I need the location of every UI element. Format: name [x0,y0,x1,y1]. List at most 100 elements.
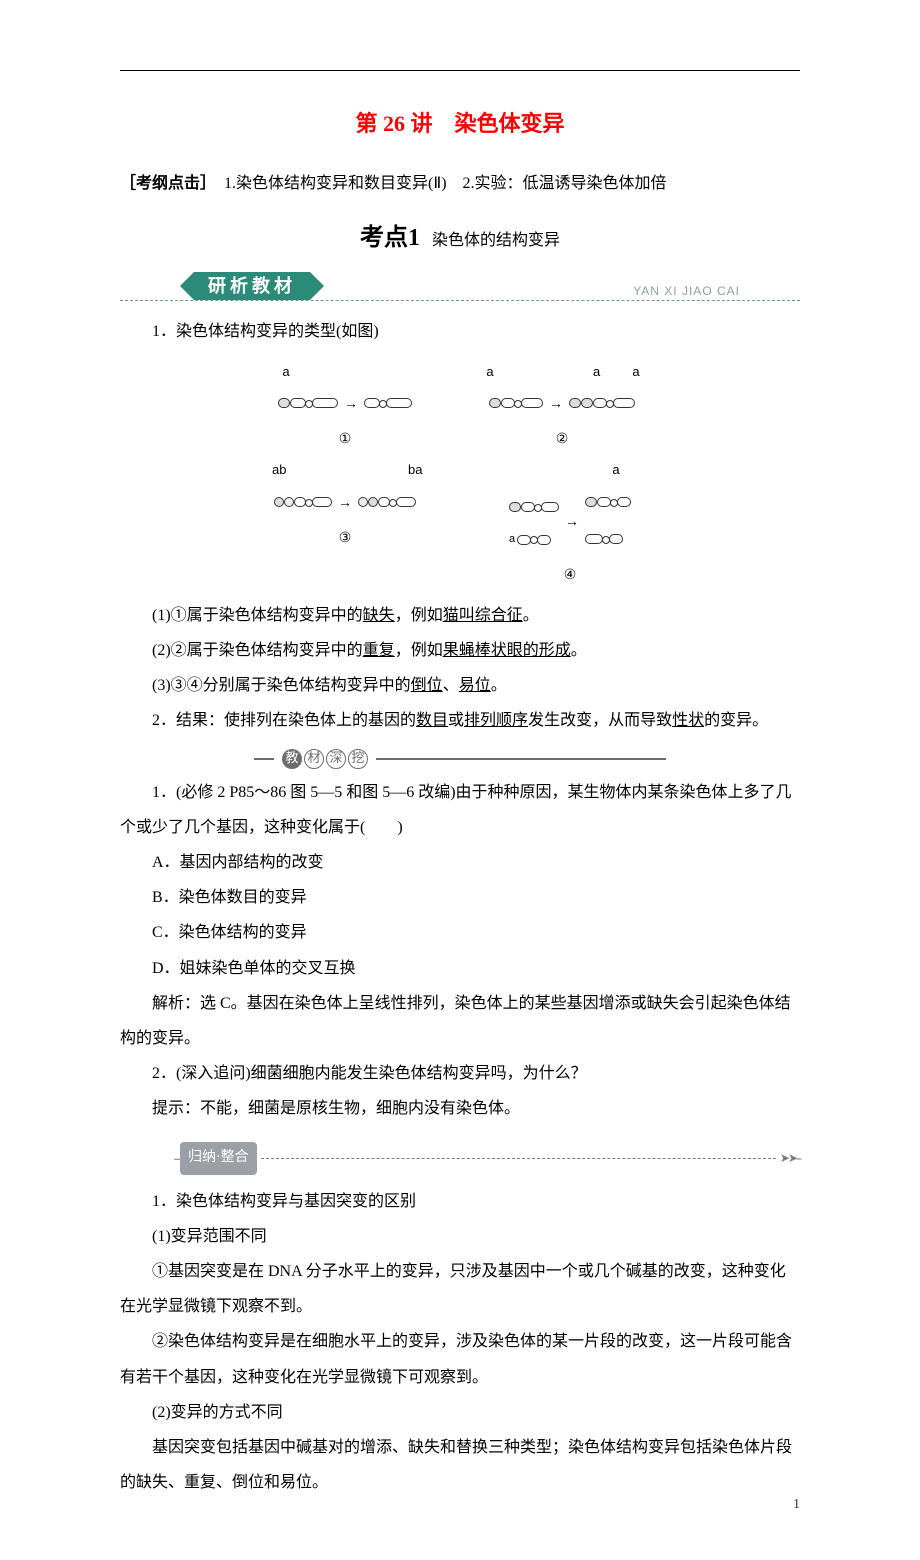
r-a: 2．结果：使排列在染色体上的基因的 [152,712,416,729]
ribbon-left: 研析教材 [180,272,324,300]
diag2-label-a1: a [484,358,496,387]
diag3-labels: ab ba [270,456,420,485]
t3-c: 。 [491,677,507,694]
diag1-line: → [278,386,412,421]
diag4-labels: a [490,456,650,485]
r-u3: 性状 [672,712,704,729]
t2-c: 。 [571,642,587,659]
arrow-icon: → [338,487,352,518]
sep-dash-right [376,758,666,760]
sep2-dashline [261,1158,776,1159]
sep-dash-left [254,758,274,760]
top-rule [120,70,800,71]
r-c: 发生改变，从而导致 [528,712,672,729]
diag2-line: → [489,386,635,421]
summary-s2a: 基因突变包括基因中碱基对的增添、缺失和替换三种类型；染色体结构变异包括染色体片段… [120,1430,800,1500]
t1-u1: 缺失 [363,607,395,624]
para-types-intro: 1．染色体结构变异的类型(如图) [120,314,800,349]
sep2-pre: -- [120,1141,180,1176]
section-ribbon: 研析教材 YAN XI JIAO CAI [120,268,800,308]
diag2-labels: a aa [482,358,642,387]
diag3-label-a2: a [415,456,422,485]
kepoint-banner: 考点1 染色体的结构变异 [120,212,800,265]
diagram-row-1: a → ① a aa → ② [120,358,800,455]
diag3-label-b2: b [408,456,415,485]
r-d: 的变异。 [704,712,768,729]
diag4-label-a2: a [509,527,515,551]
diag3-label-b: b [279,456,286,485]
t1-b: ，例如 [395,607,443,624]
chr-before-4: a [509,490,559,551]
chr-before-3 [274,485,332,520]
summary-s2: (2)变异的方式不同 [120,1395,800,1430]
diag2-label-a3: a [630,358,642,387]
lecture-title: 第 26 讲 染色体变异 [120,100,800,148]
para-result: 2．结果：使排列在染色体上的基因的数目或排列顺序发生改变，从而导致性状的变异。 [120,703,800,738]
t1-a: (1)①属于染色体结构变异中的 [152,607,363,624]
diag4-line: a → [509,485,631,557]
q1-opt-c: C．染色体结构的变异 [120,915,800,950]
kepoint-subtitle: 染色体的结构变异 [432,232,560,249]
diag2-label-a2: a [591,358,603,387]
sep-c3: 深 [326,749,346,769]
chr-after-2 [569,386,635,421]
exam-text: 1.染色体结构变异和数目变异(Ⅱ) 2.实验：低温诱导染色体加倍 [208,175,667,192]
diagram-cell-1: a → ① [278,358,412,455]
para-type-2: (2)②属于染色体结构变异中的重复，例如果蝇棒状眼的形成。 [120,633,800,668]
kepoint-prefix: 考点 [360,225,408,251]
q2-answer: 提示：不能，细菌是原核生物，细胞内没有染色体。 [120,1091,800,1126]
t3-a: (3)③④分别属于染色体结构变异中的 [152,677,411,694]
para-type-1: (1)①属于染色体结构变异中的缺失，例如猫叫综合征。 [120,598,800,633]
r-u2: 排列顺序 [464,712,528,729]
ribbon-label: 研析教材 [194,272,310,300]
q1-opt-b: B．染色体数目的变异 [120,880,800,915]
t1-u2: 猫叫综合征 [443,607,523,624]
diagram-row-2: ab ba → ③ a a → [120,456,800,590]
sep-c1: 教 [282,749,302,769]
ribbon-tri-right-icon [310,272,324,300]
diagram-cell-4: a a → ④ [490,456,650,590]
chr-before-2 [489,386,543,421]
exam-label: ［考纲点击］ [120,175,208,192]
ribbon-tri-left-icon [180,272,194,300]
diagram-cell-3: ab ba → ③ [270,456,420,590]
diag3-label-a: a [272,456,279,485]
q1-stem: 1．(必修 2 P85～86 图 5—5 和图 5—6 改编)由于种种原因，某生… [120,775,800,845]
diag3-num: ③ [339,522,352,553]
t2-b: ，例如 [395,642,443,659]
chr-before-1 [278,386,338,421]
kepoint-label: 考点1 [360,225,420,251]
t2-u2: 果蝇棒状眼的形成 [443,642,571,659]
separator-textbook-dig: 教 材 深 挖 [120,749,800,769]
r-u1: 数目 [416,712,448,729]
t2-a: (2)②属于染色体结构变异中的 [152,642,363,659]
sep-c4: 挖 [348,749,368,769]
summary-s1a: ①基因突变是在 DNA 分子水平上的变异，只涉及基因中一个或几个碱基的改变，这种… [120,1254,800,1324]
q1-opt-d: D．姐妹染色单体的交叉互换 [120,951,800,986]
t3-u2: 易位 [459,677,491,694]
separator-summary: -- 归纳·整合 ➤➤-- [120,1141,800,1176]
para-type-3-4: (3)③④分别属于染色体结构变异中的倒位、易位。 [120,668,800,703]
arrow-icon: → [549,388,563,419]
t1-c: 。 [523,607,539,624]
diagram-cell-2: a aa → ② [482,358,642,455]
sep2-arrow-icon: ➤➤-- [780,1145,800,1171]
chr-after-1 [364,386,412,421]
q1-explanation: 解析：选 C。基因在染色体上呈线性排列，染色体上的某些基因增添或缺失会引起染色体… [120,986,800,1056]
arrow-icon: → [565,506,579,537]
diag1-num: ① [339,423,352,454]
chr-after-3 [358,485,416,520]
diag3-line: → [274,485,416,520]
diag1-labels: a [278,358,412,387]
kepoint-num: 1 [408,225,420,251]
summary-heading: 1．染色体结构变异与基因突变的区别 [120,1184,800,1219]
sep-c2: 材 [304,749,324,769]
diag2-num: ② [556,423,569,454]
t3-u1: 倒位 [411,677,443,694]
diag4-label-a: a [610,456,622,485]
diag1-label-a: a [280,358,292,387]
chromosome-diagram: a → ① a aa → ② ab [120,358,800,590]
chr-after-4 [585,485,631,557]
page-number: 1 [793,1490,800,1521]
sep2-label: 归纳·整合 [180,1142,257,1175]
